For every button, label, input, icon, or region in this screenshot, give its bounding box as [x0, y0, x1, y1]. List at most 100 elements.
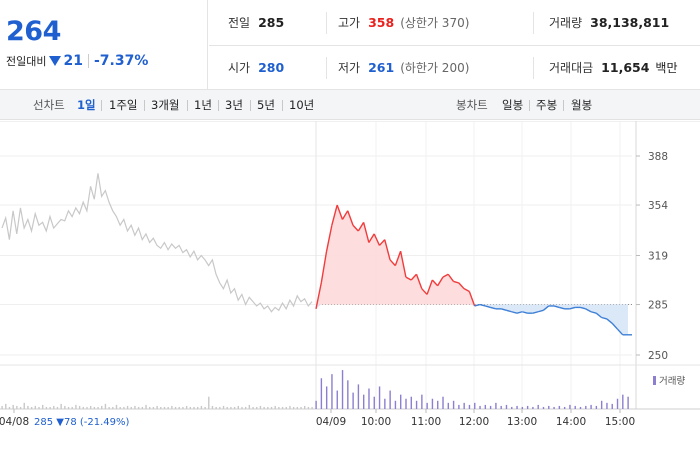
volume-bar	[373, 396, 375, 409]
prev-day-volume-bar	[145, 404, 147, 409]
price-line-segment	[532, 311, 539, 314]
low-value: 261	[368, 60, 395, 75]
volume-bar	[421, 394, 423, 409]
prev-day-volume-bar	[300, 406, 302, 409]
tab-1year[interactable]: 1년	[194, 98, 212, 112]
volume-bar	[622, 394, 624, 409]
price-summary: 264 전일대비 21 -7.37%	[0, 0, 208, 90]
volume-bar	[616, 398, 619, 409]
volume-bar	[325, 386, 328, 409]
tab-3years[interactable]: 3년	[225, 98, 243, 112]
price-chart-canvas[interactable]: 388 354 319 285 250 거래량 04/08 04/09 10:00 11:00…	[0, 120, 700, 450]
tab-3months[interactable]: 3개월	[151, 98, 180, 112]
down-area-fill	[316, 304, 628, 335]
price-line-segment	[315, 282, 322, 309]
divider	[101, 100, 102, 111]
price-line-segment	[415, 274, 423, 289]
divider	[533, 12, 534, 34]
y-axis: 388 354 319 285 250	[648, 151, 668, 362]
volume-bar	[590, 404, 592, 409]
down-triangle-icon	[49, 56, 62, 66]
volume-bar	[357, 384, 360, 409]
prev-day-volume-bar	[93, 406, 96, 409]
prev-day-volume-bar	[292, 406, 295, 409]
prev-day-volume-bar	[89, 405, 92, 409]
volume-bar	[437, 400, 439, 409]
price-line-segment	[410, 273, 417, 281]
volume-bar	[479, 405, 481, 409]
price-line-segment	[341, 210, 349, 220]
price-line-segment	[490, 306, 496, 310]
prev-day-volume-bar	[311, 406, 313, 409]
open-value: 280	[258, 60, 285, 75]
prev-day-volume-bar	[53, 405, 55, 409]
prev-day-volume-bar	[248, 404, 251, 409]
price-line-segment	[511, 311, 518, 314]
volume-bar	[405, 398, 407, 409]
low-label: 저가	[338, 61, 361, 75]
prev-day-volume-bar	[200, 405, 203, 409]
chart-period-tabs: 선차트 1일 1주일 3개월 1년 3년 5년 10년 봉차트 일봉 주봉 월봉	[0, 90, 700, 120]
tab-1day[interactable]: 1일	[77, 98, 96, 112]
price-line-segment	[373, 233, 381, 246]
y-tick-label: 319	[648, 251, 668, 263]
x-tick-label: 04/09	[316, 416, 346, 428]
volume-bar	[463, 402, 465, 409]
volume-bar	[431, 398, 434, 409]
divider	[144, 100, 145, 111]
prev-day-volume-bar	[278, 406, 280, 409]
volume-bar	[468, 404, 471, 409]
prev-day-volume-bar	[307, 406, 310, 409]
tab-weekly-candle[interactable]: 주봉	[536, 98, 558, 112]
tab-monthly-candle[interactable]: 월봉	[571, 98, 593, 112]
tab-daily-candle[interactable]: 일봉	[502, 98, 524, 112]
x-tick-label: 12:00	[459, 416, 489, 428]
price-line-segment	[506, 309, 512, 313]
prev-day-volume-bar	[60, 403, 62, 409]
volume-bar	[595, 405, 598, 409]
volume-bar	[579, 406, 582, 409]
volume-bar	[341, 370, 344, 409]
price-chart[interactable]: 388 354 319 285 250 거래량 04/08 04/09 10:00 11:00…	[0, 120, 700, 450]
prev-day-volume-bar	[296, 406, 299, 409]
prev-day-volume-bar	[222, 405, 225, 409]
trade-amount-value: 11,654	[601, 60, 650, 75]
tab-5years[interactable]: 5년	[257, 98, 275, 112]
prev-day-volume-bar	[219, 406, 221, 409]
prev-day-volume-bar	[185, 405, 188, 409]
volume-bar	[553, 406, 555, 409]
price-line-segment	[384, 239, 391, 261]
x-axis: 04/08 04/09 10:00 11:00 12:00 13:00 14:00 15:00…	[0, 409, 635, 428]
prev-day-volume-bar	[152, 406, 155, 409]
price-line-segment	[331, 204, 338, 226]
price-line-segment	[442, 273, 449, 278]
prev-day-volume-bar	[101, 405, 103, 409]
y-tick-label: 354	[648, 200, 668, 212]
price-line-segment	[468, 291, 476, 307]
price-line-segment	[616, 328, 624, 336]
volume-legend-swatch	[653, 376, 656, 385]
price-line-segment	[611, 322, 618, 330]
volume-bar	[458, 404, 460, 409]
prev-day-volume-bar	[141, 406, 144, 409]
price-line-segment	[590, 311, 597, 314]
price-line-segment	[362, 222, 370, 243]
tab-1week[interactable]: 1주일	[109, 98, 138, 112]
volume-bar	[347, 380, 349, 409]
prev-day-volume-bar	[23, 402, 25, 409]
x-tick-label: 04/08	[0, 416, 29, 428]
prev-day-volume-bar	[45, 406, 48, 409]
divider	[529, 100, 530, 111]
prev-day-volume-bar	[12, 404, 14, 409]
prev-day-volume-bar	[267, 406, 269, 409]
price-line-segment	[421, 288, 428, 295]
volume-bar	[505, 404, 508, 409]
prev-day-volume-bar	[215, 406, 217, 409]
change-rate: -7.37%	[93, 53, 149, 69]
prev-day-volume-bar	[82, 406, 84, 409]
volume-bar	[452, 400, 455, 409]
tab-10years[interactable]: 10년	[289, 98, 315, 112]
volume-bar	[532, 406, 534, 409]
prev-day-volume-bar	[237, 405, 239, 409]
price-line-segment	[357, 221, 365, 232]
